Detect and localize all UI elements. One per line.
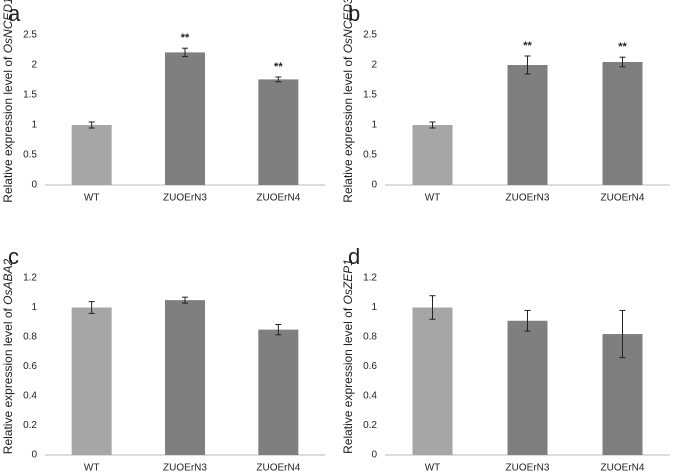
panel-label: b: [348, 1, 360, 26]
y-axis-label: Relative expression level of OsZEP1: [341, 259, 355, 454]
bar: [602, 62, 643, 185]
y-tick-label: 0.6: [23, 361, 37, 372]
y-tick-label: 0.5: [363, 150, 377, 161]
bar: [507, 65, 548, 185]
y-axis-label: Relative expression level of OsNCED1: [1, 0, 15, 203]
x-tick-label: WT: [425, 193, 441, 204]
y-tick-label: 1: [371, 120, 377, 131]
x-tick-label: WT: [425, 463, 441, 474]
y-tick-label: 1: [31, 302, 37, 313]
panel-label: a: [8, 1, 21, 26]
y-tick-label: 1.5: [23, 90, 37, 101]
y-tick-label: 0.2: [23, 420, 37, 431]
panel-label: c: [8, 244, 19, 269]
bar: [412, 307, 453, 455]
gene-name: OsNCED1: [1, 0, 15, 53]
y-tick-label: 1.2: [363, 273, 377, 284]
significance: **: [523, 40, 532, 52]
y-tick-label: 0.6: [363, 361, 377, 372]
y-axis-label-text: Relative expression level of: [1, 53, 15, 202]
y-tick-label: 1.5: [363, 90, 377, 101]
y-tick-label: 0.4: [23, 391, 37, 402]
y-tick-label: 0.8: [23, 332, 37, 343]
y-tick-label: 2: [371, 60, 377, 71]
significance: **: [618, 41, 627, 53]
x-tick-label: ZUOErN4: [601, 193, 645, 204]
y-tick-label: 2: [31, 60, 37, 71]
y-tick-label: 1: [31, 120, 37, 131]
gene-name: OsNCED3: [341, 0, 355, 53]
panel-label: d: [348, 244, 360, 269]
x-tick-label: WT: [84, 193, 100, 204]
bar: [258, 79, 299, 185]
x-tick-label: WT: [84, 463, 100, 474]
y-tick-label: 0.2: [363, 420, 377, 431]
bar: [412, 125, 453, 185]
x-tick-label: ZUOErN4: [256, 193, 300, 204]
y-tick-label: 1.2: [23, 273, 37, 284]
bar: [258, 329, 299, 455]
y-tick-label: 0.4: [363, 391, 377, 402]
y-tick-label: 0: [31, 450, 37, 461]
y-axis-label: Relative expression level of OsNCED3: [341, 0, 355, 203]
bar: [507, 320, 548, 455]
y-tick-label: 0: [371, 450, 377, 461]
y-axis-label: Relative expression level of OsABA2: [1, 258, 15, 454]
y-tick-label: 2.5: [23, 30, 37, 41]
bar: [71, 307, 112, 455]
significance: **: [274, 61, 283, 73]
y-tick-label: 1: [371, 302, 377, 313]
bar: [165, 300, 205, 455]
y-tick-label: 0.5: [23, 150, 37, 161]
y-tick-label: 0: [31, 180, 37, 191]
y-tick-label: 2.5: [363, 30, 377, 41]
bar: [71, 125, 112, 185]
y-axis-label-text: Relative expression level of: [1, 305, 15, 454]
gene-name: OsZEP1: [341, 259, 355, 304]
y-axis-label-text: Relative expression level of: [341, 304, 355, 453]
x-tick-label: ZUOErN3: [163, 463, 207, 474]
gene-name: OsABA2: [1, 258, 15, 304]
y-tick-label: 0.8: [363, 332, 377, 343]
y-tick-label: 0: [371, 180, 377, 191]
x-tick-label: ZUOErN4: [601, 463, 645, 474]
y-axis-label-text: Relative expression level of: [341, 53, 355, 202]
x-tick-label: ZUOErN3: [506, 463, 550, 474]
x-tick-label: ZUOErN3: [506, 193, 550, 204]
bar: [165, 52, 205, 186]
x-tick-label: ZUOErN4: [256, 463, 300, 474]
significance: **: [181, 32, 190, 44]
x-tick-label: ZUOErN3: [163, 193, 207, 204]
